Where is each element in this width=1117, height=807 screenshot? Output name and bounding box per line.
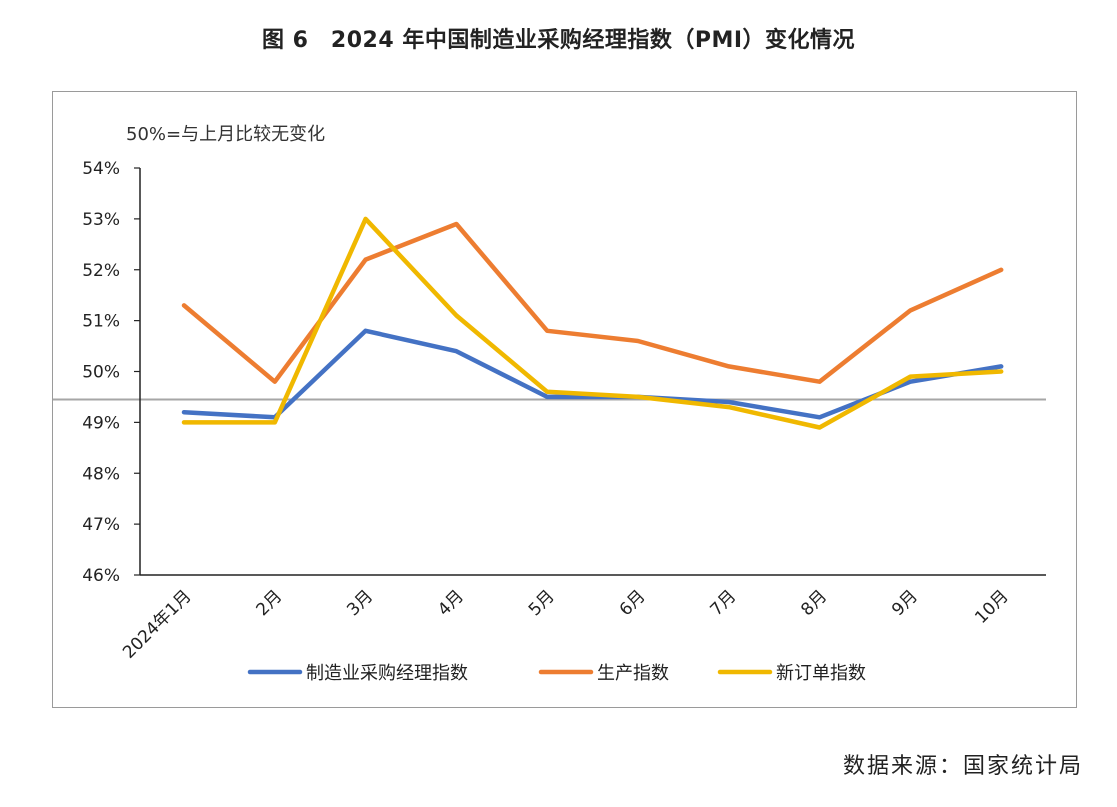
y-tick-label: 53% (82, 210, 120, 230)
series-line-3 (181, 216, 1004, 430)
x-axis-labels: 2024年1月 2月 3月 4月 5月 6月 7月 8月 9月 10月 (119, 586, 1013, 662)
x-tick-label: 4月 (434, 586, 468, 620)
source-note: 数据来源：国家统计局 (842, 754, 1083, 779)
series-group (181, 216, 1004, 430)
y-axis-labels: 46% 47% 48% 49% 50% 51% 52% 53% 54% (82, 159, 120, 586)
legend-label: 制造业采购经理指数 (306, 663, 468, 684)
x-tick-label: 10月 (971, 586, 1012, 627)
y-tick-label: 50% (82, 363, 120, 383)
y-tick-label: 47% (82, 515, 120, 535)
axes (134, 167, 1046, 576)
y-tick-label: 54% (82, 159, 120, 179)
x-tick-label: 2月 (253, 586, 287, 620)
x-tick-label: 5月 (525, 586, 559, 620)
legend: 制造业采购经理指数 生产指数 新订单指数 (247, 663, 866, 684)
x-tick-label: 9月 (888, 586, 922, 620)
y-tick-label: 49% (82, 413, 120, 433)
series-line-2 (181, 221, 1004, 384)
y-tick-label: 51% (82, 312, 120, 332)
x-tick-label: 8月 (797, 586, 831, 620)
x-tick-label: 7月 (707, 586, 741, 620)
x-tick-label: 3月 (343, 586, 377, 620)
legend-label: 新订单指数 (776, 663, 866, 684)
x-tick-label: 6月 (616, 586, 650, 620)
chart-note: 50%=与上月比较无变化 (126, 124, 326, 145)
chart-title: 图 6 2024 年中国制造业采购经理指数（PMI）变化情况 (261, 28, 856, 53)
y-tick-label: 46% (82, 566, 120, 586)
series-line-1 (181, 328, 1004, 420)
x-tick-label: 2024年1月 (119, 586, 195, 662)
legend-label: 生产指数 (597, 663, 669, 684)
y-tick-label: 48% (82, 464, 120, 484)
chart-frame (52, 91, 1077, 708)
y-tick-label: 52% (82, 261, 120, 281)
